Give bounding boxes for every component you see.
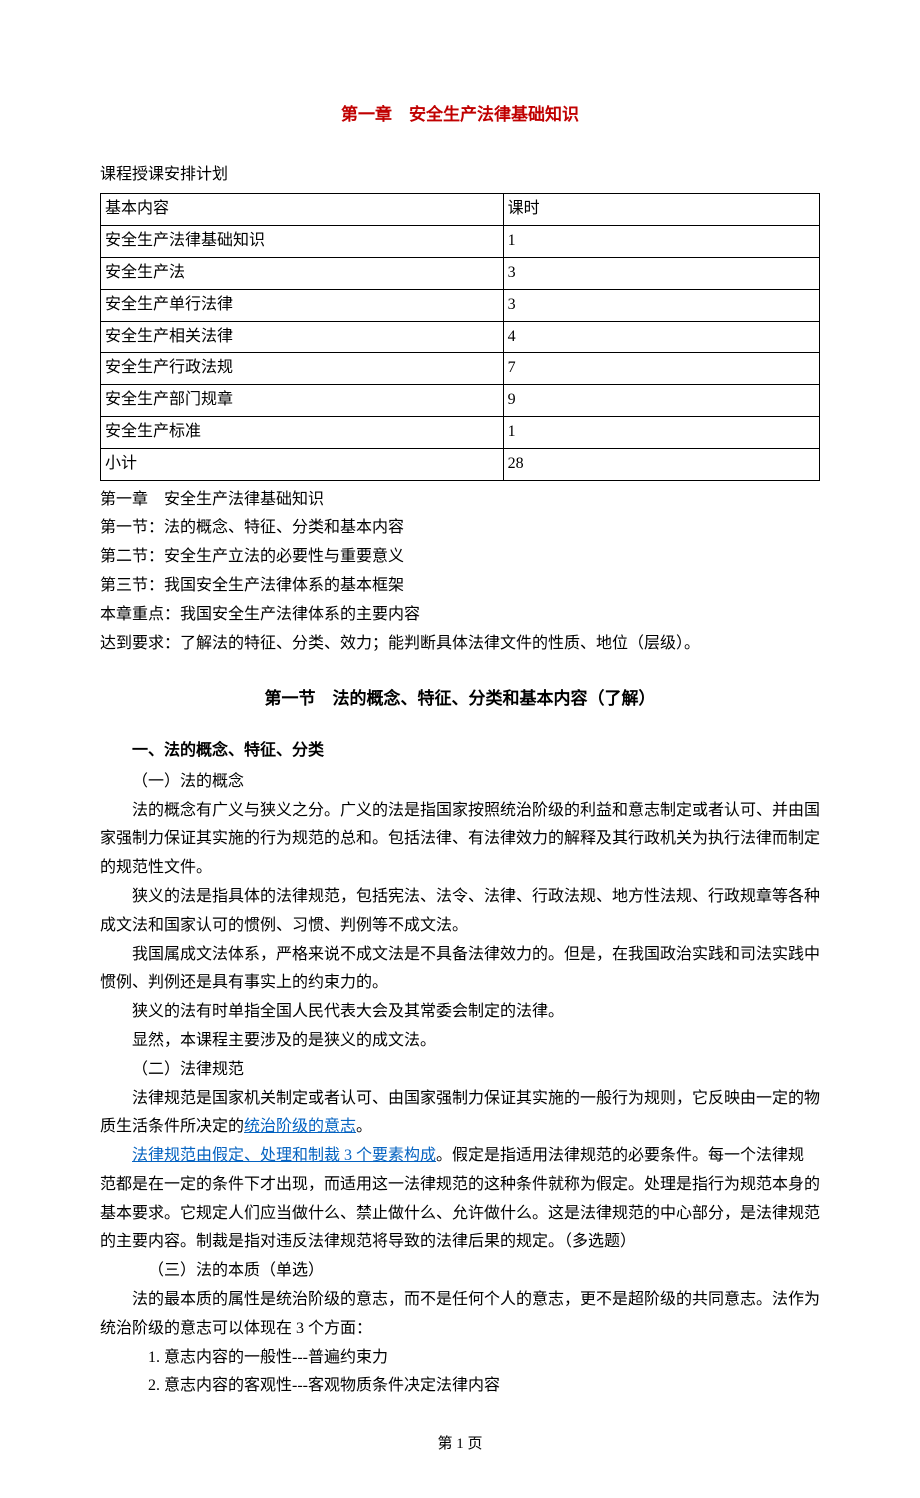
table-row: 安全生产相关法律4 bbox=[101, 321, 820, 353]
paragraph: 法律规范是国家机关制定或者认可、由国家强制力保证其实施的一般行为规则，它反映由一… bbox=[100, 1085, 820, 1143]
page-footer: 第 1 页 bbox=[100, 1431, 820, 1458]
table-cell: 安全生产行政法规 bbox=[101, 353, 504, 385]
table-cell: 小计 bbox=[101, 448, 504, 480]
paragraph: 显然，本课程主要涉及的是狭义的成文法。 bbox=[100, 1027, 820, 1056]
table-row: 安全生产行政法规7 bbox=[101, 353, 820, 385]
table-cell: 安全生产法律基础知识 bbox=[101, 226, 504, 258]
paragraph: 狭义的法有时单指全国人民代表大会及其常委会制定的法律。 bbox=[100, 998, 820, 1027]
heading-1-2: （二）法律规范 bbox=[100, 1056, 820, 1085]
paragraph: 我国属成文法体系，严格来说不成文法是不具备法律效力的。但是，在我国政治实践和司法… bbox=[100, 941, 820, 999]
list-item: 2. 意志内容的客观性---客观物质条件决定法律内容 bbox=[100, 1372, 820, 1401]
table-cell: 4 bbox=[503, 321, 819, 353]
text-span: 。 bbox=[356, 1118, 372, 1135]
list-item: 1. 意志内容的一般性---普遍约束力 bbox=[100, 1344, 820, 1373]
heading-1: 一、法的概念、特征、分类 bbox=[100, 737, 820, 766]
section-1-title: 第一节 法的概念、特征、分类和基本内容（了解） bbox=[100, 684, 820, 715]
table-cell: 安全生产单行法律 bbox=[101, 289, 504, 321]
table-cell: 安全生产标准 bbox=[101, 416, 504, 448]
table-row: 安全生产部门规章9 bbox=[101, 385, 820, 417]
table-row: 安全生产法律基础知识1 bbox=[101, 226, 820, 258]
toc-section-3: 第三节：我国安全生产法律体系的基本框架 bbox=[100, 572, 820, 601]
toc-section-2: 第二节：安全生产立法的必要性与重要意义 bbox=[100, 543, 820, 572]
table-cell: 28 bbox=[503, 448, 819, 480]
table-cell: 安全生产相关法律 bbox=[101, 321, 504, 353]
schedule-table: 基本内容课时安全生产法律基础知识1安全生产法3安全生产单行法律3安全生产相关法律… bbox=[100, 193, 820, 480]
table-cell: 3 bbox=[503, 289, 819, 321]
chapter-title: 第一章 安全生产法律基础知识 bbox=[100, 100, 820, 131]
toc-chapter: 第一章 安全生产法律基础知识 bbox=[100, 486, 820, 515]
toc-section-1: 第一节：法的概念、特征、分类和基本内容 bbox=[100, 514, 820, 543]
table-cell: 1 bbox=[503, 226, 819, 258]
heading-1-1: （一）法的概念 bbox=[100, 768, 820, 797]
toc-emphasis: 本章重点：我国安全生产法律体系的主要内容 bbox=[100, 601, 820, 630]
table-header-cell: 基本内容 bbox=[101, 194, 504, 226]
table-cell: 3 bbox=[503, 257, 819, 289]
table-cell: 安全生产部门规章 bbox=[101, 385, 504, 417]
schedule-label: 课程授课安排计划 bbox=[100, 161, 820, 190]
toc-requirements: 达到要求：了解法的特征、分类、效力；能判断具体法律文件的性质、地位（层级）。 bbox=[100, 630, 820, 659]
table-cell: 安全生产法 bbox=[101, 257, 504, 289]
paragraph: 法律规范由假定、处理和制裁 3 个要素构成。假定是指适用法律规范的必要条件。每一… bbox=[100, 1142, 820, 1257]
table-cell: 7 bbox=[503, 353, 819, 385]
paragraph: 狭义的法是指具体的法律规范，包括宪法、法令、法律、行政法规、地方性法规、行政规章… bbox=[100, 883, 820, 941]
table-header-cell: 课时 bbox=[503, 194, 819, 226]
inline-link-text: 统治阶级的意志 bbox=[244, 1118, 356, 1135]
table-cell: 1 bbox=[503, 416, 819, 448]
table-cell: 9 bbox=[503, 385, 819, 417]
inline-link-text: 法律规范由假定、处理和制裁 3 个要素构成 bbox=[132, 1147, 436, 1164]
paragraph: 法的最本质的属性是统治阶级的意志，而不是任何个人的意志，更不是超阶级的共同意志。… bbox=[100, 1286, 820, 1344]
table-row: 安全生产标准1 bbox=[101, 416, 820, 448]
table-row: 小计28 bbox=[101, 448, 820, 480]
table-row: 安全生产单行法律3 bbox=[101, 289, 820, 321]
heading-1-3: （三）法的本质（单选） bbox=[100, 1257, 820, 1286]
text-span: 法律规范是国家机关制定或者认可、由国家强制力保证其实施的一般行为规则，它反映由一… bbox=[100, 1090, 820, 1136]
table-row: 安全生产法3 bbox=[101, 257, 820, 289]
paragraph: 法的概念有广义与狭义之分。广义的法是指国家按照统治阶级的利益和意志制定或者认可、… bbox=[100, 797, 820, 883]
